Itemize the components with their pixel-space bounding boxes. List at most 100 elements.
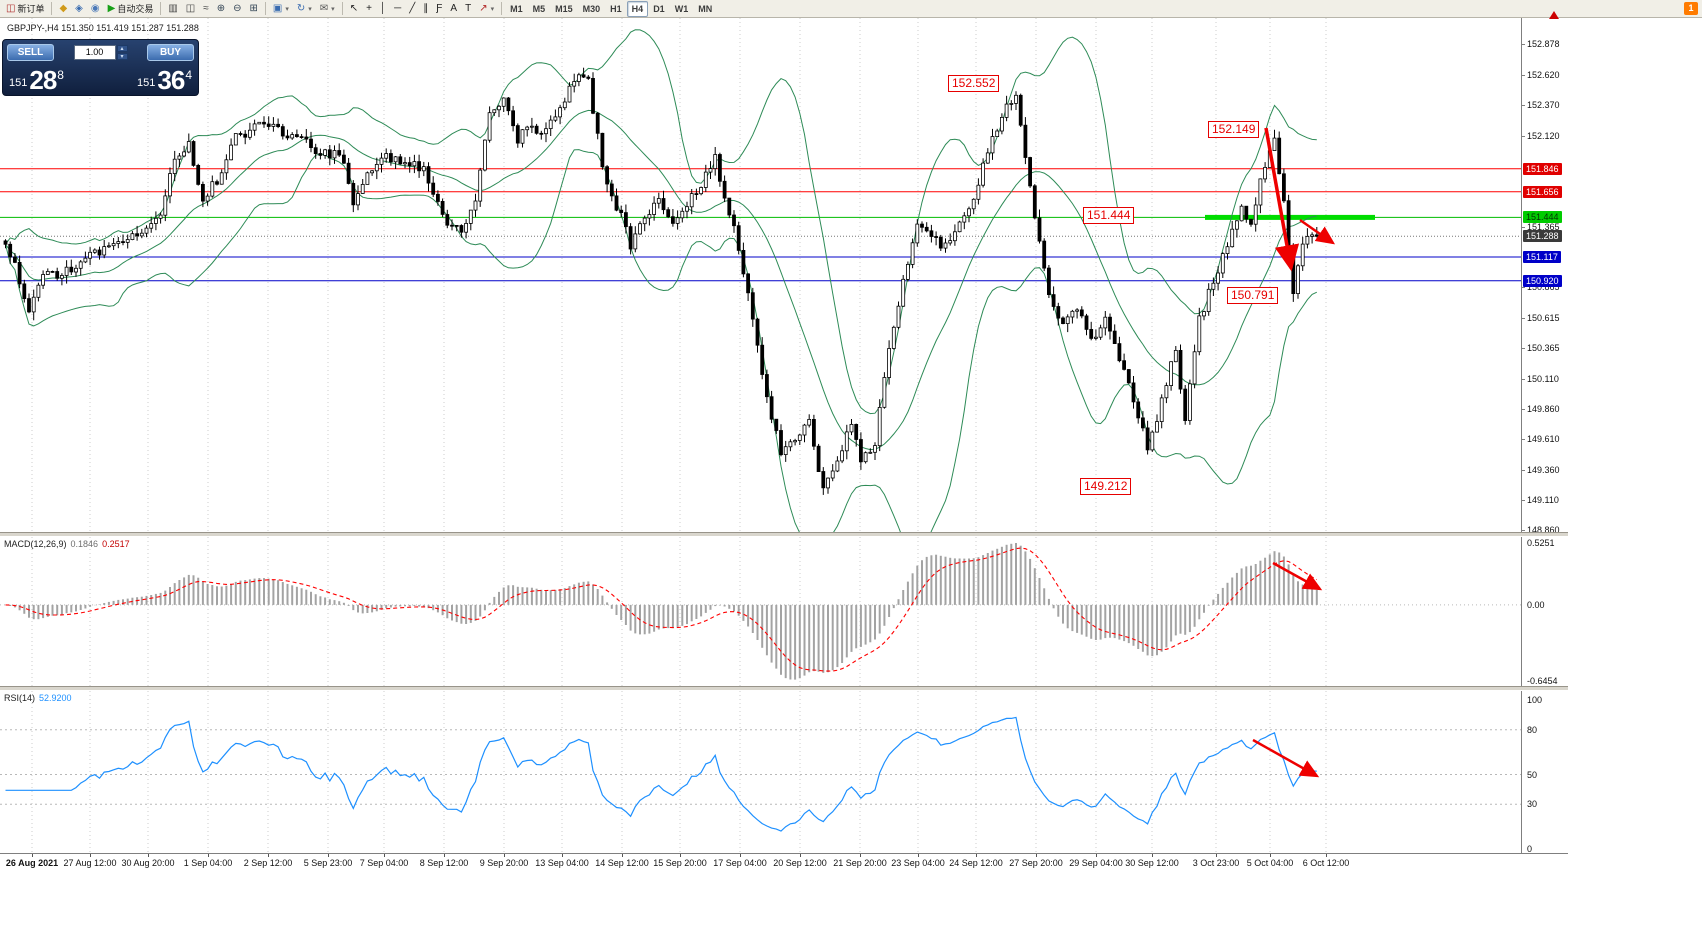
- time-axis-label: 30 Sep 12:00: [1125, 858, 1179, 868]
- time-axis[interactable]: 26 Aug 2021 27 Aug 12:00 30 Aug 20:00 1 Sep…: [0, 853, 1568, 872]
- toolbar-overflow-badge[interactable]: 1: [1684, 2, 1698, 15]
- time-axis-label: 20 Sep 12:00: [773, 858, 827, 868]
- price-axis-label: 150.365: [1527, 342, 1560, 353]
- lot-increase-button[interactable]: ▴: [116, 44, 128, 52]
- text-tool-button[interactable]: A: [446, 1, 461, 17]
- data-window-button[interactable]: ◈: [71, 1, 87, 17]
- new-order-button[interactable]: ◫ 新订单: [2, 1, 48, 17]
- axis-tick: [1521, 439, 1525, 441]
- bid-prefix: 151: [9, 76, 28, 89]
- chart-window: 152.878 152.620 152.370 152.120 151.365 150.8…: [0, 18, 1568, 872]
- sell-button[interactable]: SELL: [7, 43, 54, 61]
- zoom-out-button[interactable]: ⊖: [229, 1, 245, 17]
- price-level-badge: 151.117: [1523, 250, 1561, 263]
- lot-size-input[interactable]: [73, 44, 116, 60]
- rsi-scale-label: 30: [1527, 799, 1538, 810]
- timeframe-m5-button[interactable]: M5: [532, 3, 546, 14]
- timeframe-h1-button[interactable]: H1: [610, 3, 622, 14]
- toolbar-separator: [341, 2, 343, 15]
- bar-chart-button[interactable]: ▥: [164, 1, 181, 17]
- price-axis[interactable]: 152.878 152.620 152.370 152.120 151.365 150.8…: [1521, 18, 1568, 854]
- timeframe-m15-button[interactable]: M15: [555, 3, 573, 14]
- price-annotation[interactable]: 151.444: [1083, 207, 1135, 224]
- line-chart-button[interactable]: ≈: [199, 1, 213, 17]
- timeframe-h4-button[interactable]: H4: [626, 0, 649, 17]
- zoom-out-icon: ⊖: [233, 2, 242, 14]
- time-axis-label: 15 Sep 20:00: [653, 858, 707, 868]
- ohlc-info-line: GBPJPY-,H4 151.350 151.419 151.287 151.2…: [7, 23, 199, 33]
- time-axis-tick: [444, 854, 445, 857]
- rsi-scale-label: 0: [1527, 844, 1533, 854]
- price-chart-canvas[interactable]: [0, 18, 1522, 532]
- macd-scale-max: 0.5251: [1527, 538, 1555, 548]
- rsi-scale-label: 100: [1527, 695, 1543, 705]
- timeframe-d1-button[interactable]: D1: [653, 3, 665, 14]
- crosshair-tool-icon: +: [366, 2, 372, 14]
- trendline-tool-button[interactable]: ╱: [405, 1, 419, 17]
- crosshair-tool-button[interactable]: +: [362, 1, 376, 17]
- market-watch-button[interactable]: ◆: [55, 1, 71, 17]
- tile-windows-button[interactable]: ⊞: [246, 1, 262, 17]
- buy-button[interactable]: BUY: [147, 43, 194, 61]
- trendline-tool-icon: ╱: [409, 2, 416, 14]
- toolbar-separator: [264, 2, 266, 15]
- price-annotation[interactable]: 149.212: [1080, 478, 1132, 495]
- cursor-tool-button[interactable]: ↖: [346, 1, 362, 17]
- price-axis-label: 149.360: [1527, 464, 1560, 475]
- horizontal-line-tool-button[interactable]: ─: [390, 1, 405, 17]
- price-axis-label: 152.120: [1527, 130, 1560, 141]
- toolbar-separator: [51, 2, 53, 15]
- zoom-in-button[interactable]: ⊕: [213, 1, 229, 17]
- price-annotation[interactable]: 152.149: [1208, 121, 1260, 138]
- lot-decrease-button[interactable]: ▾: [116, 52, 128, 60]
- time-axis-tick: [1152, 854, 1153, 857]
- time-axis-tick: [208, 854, 209, 857]
- panel-separator[interactable]: [0, 532, 1568, 537]
- time-axis-label: 23 Sep 04:00: [891, 858, 945, 868]
- channel-tool-button[interactable]: ∥: [419, 1, 432, 17]
- price-level-badge: 151.846: [1523, 162, 1562, 175]
- price-annotation[interactable]: 152.552: [948, 75, 1000, 92]
- axis-tick: [1521, 378, 1525, 380]
- candlestick-chart-button[interactable]: ◫: [182, 1, 199, 17]
- timeframe-w1-button[interactable]: W1: [674, 3, 689, 14]
- panel-separator[interactable]: [0, 686, 1568, 691]
- rsi-panel-canvas[interactable]: [0, 691, 1522, 853]
- time-axis-tick: [90, 854, 91, 857]
- ask-superscript: 4: [185, 68, 192, 82]
- time-axis-tick: [1036, 854, 1037, 857]
- time-axis-tick: [562, 854, 563, 857]
- navigator-button[interactable]: ◉: [87, 1, 104, 17]
- autotrading-icon: ▶: [107, 2, 116, 14]
- profiles-button[interactable]: ↻ ▾: [293, 1, 316, 17]
- profiles-icon: ↻: [296, 2, 306, 14]
- time-axis-tick: [976, 854, 977, 857]
- price-axis-label: 150.110: [1527, 373, 1559, 384]
- market-watch-icon: ◆: [59, 2, 68, 14]
- timeframe-m30-button[interactable]: M30: [582, 3, 601, 14]
- price-axis-label: 150.615: [1527, 312, 1560, 323]
- macd-panel-canvas[interactable]: [0, 537, 1522, 686]
- macd-indicator-label: MACD(12,26,9) 0.1846 0.2517: [4, 539, 130, 549]
- price-level-badge: 151.656: [1523, 185, 1562, 198]
- toolbar: ◫ 新订单 ◆ ◈ ◉ ▶ 自动交易 ▥ ◫ ≈ ⊕ ⊖ ⊞ ▣ ▾ ↻ ▾ ✉ ▾ ↖ + │ ─ ╱ ∥ Ƒ A T ↗ ▾ M1 M5 M…: [0, 0, 1702, 18]
- time-axis-tick: [740, 854, 741, 857]
- mailbox-button[interactable]: ✉ ▾: [316, 1, 339, 17]
- axis-tick: [1521, 499, 1525, 501]
- rsi-label: RSI(14): [4, 693, 36, 703]
- price-annotation[interactable]: 150.791: [1227, 287, 1279, 304]
- vertical-line-tool-button[interactable]: │: [376, 1, 390, 17]
- arrows-tool-button[interactable]: ↗ ▾: [475, 1, 498, 17]
- timeframe-mn-button[interactable]: MN: [698, 3, 713, 14]
- price-axis-label: 149.110: [1527, 494, 1559, 505]
- time-axis-tick: [622, 854, 623, 857]
- time-axis-tick: [1270, 854, 1271, 857]
- fibonacci-tool-button[interactable]: Ƒ: [432, 1, 446, 17]
- label-tool-button[interactable]: T: [461, 1, 475, 17]
- time-axis-label: 2 Sep 12:00: [243, 858, 293, 868]
- timeframe-m1-button[interactable]: M1: [510, 3, 523, 14]
- new-chart-button[interactable]: ▣ ▾: [269, 1, 293, 17]
- bid-superscript: 8: [57, 68, 64, 82]
- autotrading-button[interactable]: ▶ 自动交易: [104, 1, 158, 17]
